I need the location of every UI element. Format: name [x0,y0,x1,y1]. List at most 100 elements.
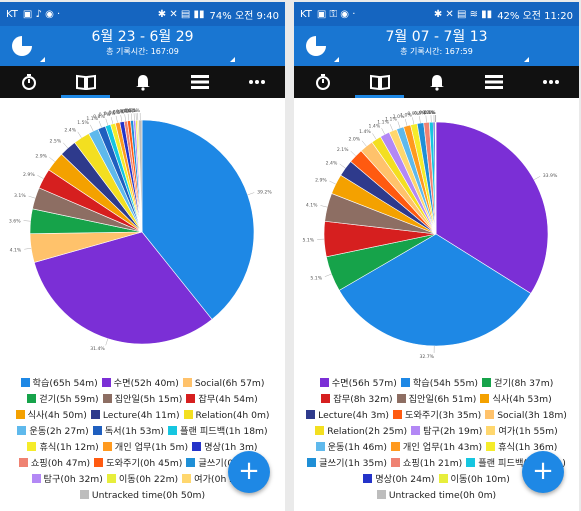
pie-slice[interactable] [33,231,213,345]
slice-percent-label: 0.8% [93,114,105,120]
slice-percent-label: 2.0% [348,136,360,142]
legend-label: Lecture(4h 11m) [102,410,180,421]
legend-label: 쇼핑(1h 21m) [402,458,463,469]
list-icon [190,75,209,89]
corner-marker-icon [334,57,339,62]
legend-item: 도와주기(3h 35m) [393,408,481,424]
legend-swatch [466,458,476,467]
legend-item: 개인 업무(1h 43m) [390,440,482,456]
legend-swatch [90,410,100,419]
legend-item: 잡무(8h 32m) [321,392,393,408]
stopwatch-icon [315,74,330,90]
slice-label-leader [412,117,415,125]
slice-percent-label: 2.5% [50,139,62,145]
book-icon [75,74,96,90]
total-time-label: 총 기록시간: 167:59 [400,47,473,56]
slice-percent-label: 32.7% [419,354,434,360]
pie-slice[interactable] [338,233,532,347]
slice-label-leader [105,118,109,126]
slice-percent-label: 5.1% [302,238,314,244]
legend-swatch [31,474,41,483]
slice-label-leader [37,175,44,179]
legend-label: 식사(4h 50m) [27,410,87,421]
legend-swatch [94,458,104,467]
slice-label-leader [324,273,332,277]
legend-item: 운동(1h 46m) [315,440,387,456]
legend-label: 걷기(5h 59m) [39,394,99,405]
tab-list[interactable] [171,66,228,98]
slice-label-leader [339,163,346,169]
legend-item: 걷기(8h 37m) [482,376,553,392]
slice-percent-label: 1.1% [377,119,389,125]
pie-chart-icon[interactable] [12,36,32,56]
tab-list[interactable] [465,66,522,98]
legend-item: 수면(52h 40m) [101,376,179,392]
slice-label-leader [127,113,130,121]
legend-swatch [101,378,111,387]
legend-label: 이동(0h 22m) [118,474,179,485]
tab-more[interactable] [228,66,285,98]
notification-icons: ▣ ⚿ ◉ · [316,8,356,20]
legend-label: 이동(0h 10m) [450,474,510,485]
slice-percent-label: 1.5% [77,120,89,126]
legend-swatch [168,426,178,435]
slice-label-leader [115,115,118,123]
stopwatch-icon [21,74,36,90]
pie-slice[interactable] [435,121,549,294]
pie-chart-icon[interactable] [306,36,326,56]
legend-swatch [376,490,386,499]
slice-percent-label: 0.6% [104,111,116,117]
date-range-title[interactable]: 6월 23 - 6월 29 [91,29,194,45]
tab-more[interactable] [522,66,579,98]
legend-swatch [27,442,37,451]
tab-timer[interactable] [294,66,351,98]
slice-percent-label: 33.9% [543,173,558,179]
tab-alarm[interactable] [114,66,171,98]
slice-label-leader [361,140,367,147]
legend-label: 여가(0h 20m) [194,474,254,485]
tab-alarm[interactable] [408,66,465,98]
legend-swatch [482,378,491,387]
legend-item: 학습(65h 54m) [20,376,98,392]
slice-percent-label: 1.1% [86,116,98,122]
legend-label: 수면(56h 57m) [331,378,397,389]
legend-swatch [315,442,325,451]
tab-book[interactable] [351,66,408,98]
legend-item: Social(6h 57m) [182,376,264,392]
slice-label-leader [98,120,102,128]
slice-label-leader [419,116,421,124]
slice-percent-label: 0.2% [422,110,434,116]
slice-percent-label: 4.1% [10,248,22,254]
slice-percent-label: 0.3% [122,108,134,114]
add-fab-button[interactable]: + [522,451,564,493]
legend-item: Lecture(4h 3m) [306,408,389,424]
slice-label-leader [124,114,126,122]
legend-label: 도와주기(0h 45m) [106,458,183,469]
more-horizontal-icon [248,80,265,84]
add-fab-button[interactable]: + [228,451,270,493]
legend-item: 잡무(4h 54m) [186,392,258,408]
legend-swatch [396,394,406,403]
date-range-title[interactable]: 7월 07 - 7월 13 [385,29,488,45]
slice-label-leader [77,131,82,138]
legend-label: Relation(4h 0m) [195,410,270,421]
slice-percent-label: 2.1% [337,147,349,153]
slice-percent-label: 0.1% [424,110,436,116]
legend-item: 이동(0h 10m) [438,472,510,488]
chart-legend: 학습(65h 54m) 수면(52h 40m) Social(6h 57m) 걷기(5… [0,376,285,511]
slice-label-leader [110,117,114,124]
slice-percent-label: 2.4% [326,160,338,166]
pie-slice[interactable] [141,119,255,320]
legend-item: Untracked time(0h 50m) [79,488,205,504]
legend-label: 개인 업무(1h 5m) [114,442,189,453]
legend-item: 수면(56h 57m) [319,376,397,392]
tab-book[interactable] [57,66,114,98]
tab-bar [294,66,579,98]
slice-percent-label: 2.9% [35,153,47,159]
slice-percent-label: 5.1% [310,276,322,282]
tab-timer[interactable] [0,66,57,98]
corner-marker-icon [524,57,529,62]
legend-swatch [390,458,400,467]
slice-label-leader [381,128,385,135]
legend-item: 독서(1h 53m) [92,424,164,440]
